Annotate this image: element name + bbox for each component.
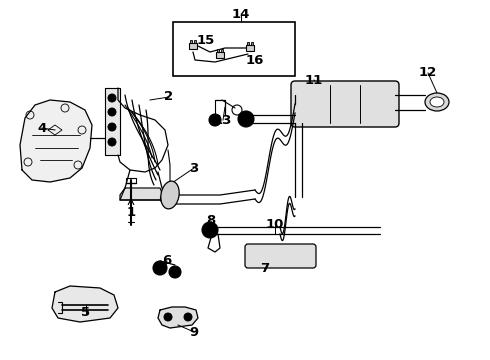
Bar (251, 42, 253, 45)
Ellipse shape (161, 181, 179, 209)
Text: 9: 9 (190, 325, 198, 338)
Text: 4: 4 (37, 122, 47, 135)
Ellipse shape (430, 97, 444, 107)
Text: 12: 12 (419, 67, 437, 80)
Bar (247, 42, 249, 45)
Bar (221, 49, 223, 52)
FancyBboxPatch shape (245, 244, 316, 268)
Circle shape (238, 111, 254, 127)
Text: 10: 10 (266, 219, 284, 231)
Polygon shape (52, 286, 118, 322)
Polygon shape (105, 88, 120, 155)
Circle shape (108, 138, 116, 146)
Text: 3: 3 (189, 162, 198, 175)
Bar (246, 45, 254, 51)
Circle shape (108, 123, 116, 131)
Circle shape (169, 266, 181, 278)
Bar (190, 40, 192, 43)
Text: 2: 2 (165, 90, 173, 104)
Bar (173, 22, 295, 76)
Polygon shape (20, 100, 92, 182)
Ellipse shape (425, 93, 449, 111)
Text: 14: 14 (232, 8, 250, 21)
Text: 6: 6 (162, 255, 171, 267)
Circle shape (184, 313, 192, 321)
FancyBboxPatch shape (291, 81, 399, 127)
Bar (189, 43, 197, 49)
Text: 13: 13 (214, 113, 232, 126)
Circle shape (164, 313, 172, 321)
Bar (217, 49, 219, 52)
Text: 16: 16 (246, 54, 264, 67)
Polygon shape (158, 307, 198, 328)
Text: 15: 15 (197, 33, 215, 46)
Text: 11: 11 (305, 73, 323, 86)
Circle shape (153, 261, 167, 275)
Text: 7: 7 (261, 262, 270, 275)
Circle shape (202, 222, 218, 238)
Text: 8: 8 (206, 215, 216, 228)
Polygon shape (120, 188, 165, 200)
Circle shape (108, 94, 116, 102)
Circle shape (209, 114, 221, 126)
Bar (194, 40, 196, 43)
Circle shape (108, 108, 116, 116)
Text: 1: 1 (126, 207, 136, 220)
Bar (216, 52, 224, 58)
Text: 5: 5 (81, 306, 91, 320)
